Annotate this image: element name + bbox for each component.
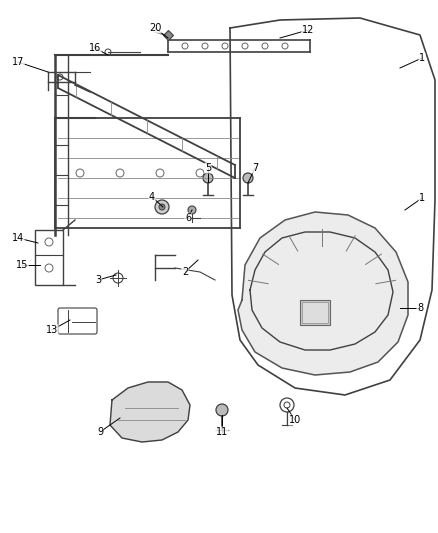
FancyBboxPatch shape [58, 308, 97, 334]
Text: 12: 12 [302, 25, 314, 35]
Circle shape [116, 169, 124, 177]
Text: 3: 3 [95, 275, 101, 285]
Text: 11: 11 [216, 427, 228, 437]
Circle shape [262, 43, 268, 49]
Circle shape [159, 204, 165, 210]
Text: 15: 15 [16, 260, 28, 270]
Polygon shape [110, 382, 190, 442]
Circle shape [105, 49, 111, 55]
Circle shape [216, 404, 228, 416]
Circle shape [155, 200, 169, 214]
Text: 14: 14 [12, 233, 24, 243]
Circle shape [76, 169, 84, 177]
Circle shape [282, 43, 288, 49]
Bar [300, 300, 330, 325]
Bar [35, 230, 63, 285]
Text: 17: 17 [12, 57, 24, 67]
Text: 4: 4 [149, 192, 155, 202]
Text: 2: 2 [182, 267, 188, 277]
Circle shape [45, 264, 53, 272]
Circle shape [243, 173, 253, 183]
Text: 6: 6 [185, 213, 191, 223]
Text: 10: 10 [289, 415, 301, 425]
Bar [302, 302, 328, 323]
Circle shape [182, 43, 188, 49]
Text: 9: 9 [97, 427, 103, 437]
Circle shape [284, 402, 290, 408]
Text: 1: 1 [419, 53, 425, 63]
Text: 5: 5 [205, 163, 211, 173]
Text: 7: 7 [252, 163, 258, 173]
Circle shape [202, 43, 208, 49]
Circle shape [45, 238, 53, 246]
Circle shape [188, 206, 196, 214]
Circle shape [280, 398, 294, 412]
Text: 1: 1 [419, 193, 425, 203]
Circle shape [57, 74, 63, 80]
Circle shape [196, 169, 204, 177]
Text: 16: 16 [89, 43, 101, 53]
Text: 8: 8 [417, 303, 423, 313]
Text: 20: 20 [149, 23, 161, 33]
Circle shape [156, 169, 164, 177]
Polygon shape [238, 212, 408, 375]
Circle shape [222, 43, 228, 49]
Circle shape [113, 273, 123, 283]
Circle shape [242, 43, 248, 49]
Text: 13: 13 [46, 325, 58, 335]
Circle shape [203, 173, 213, 183]
